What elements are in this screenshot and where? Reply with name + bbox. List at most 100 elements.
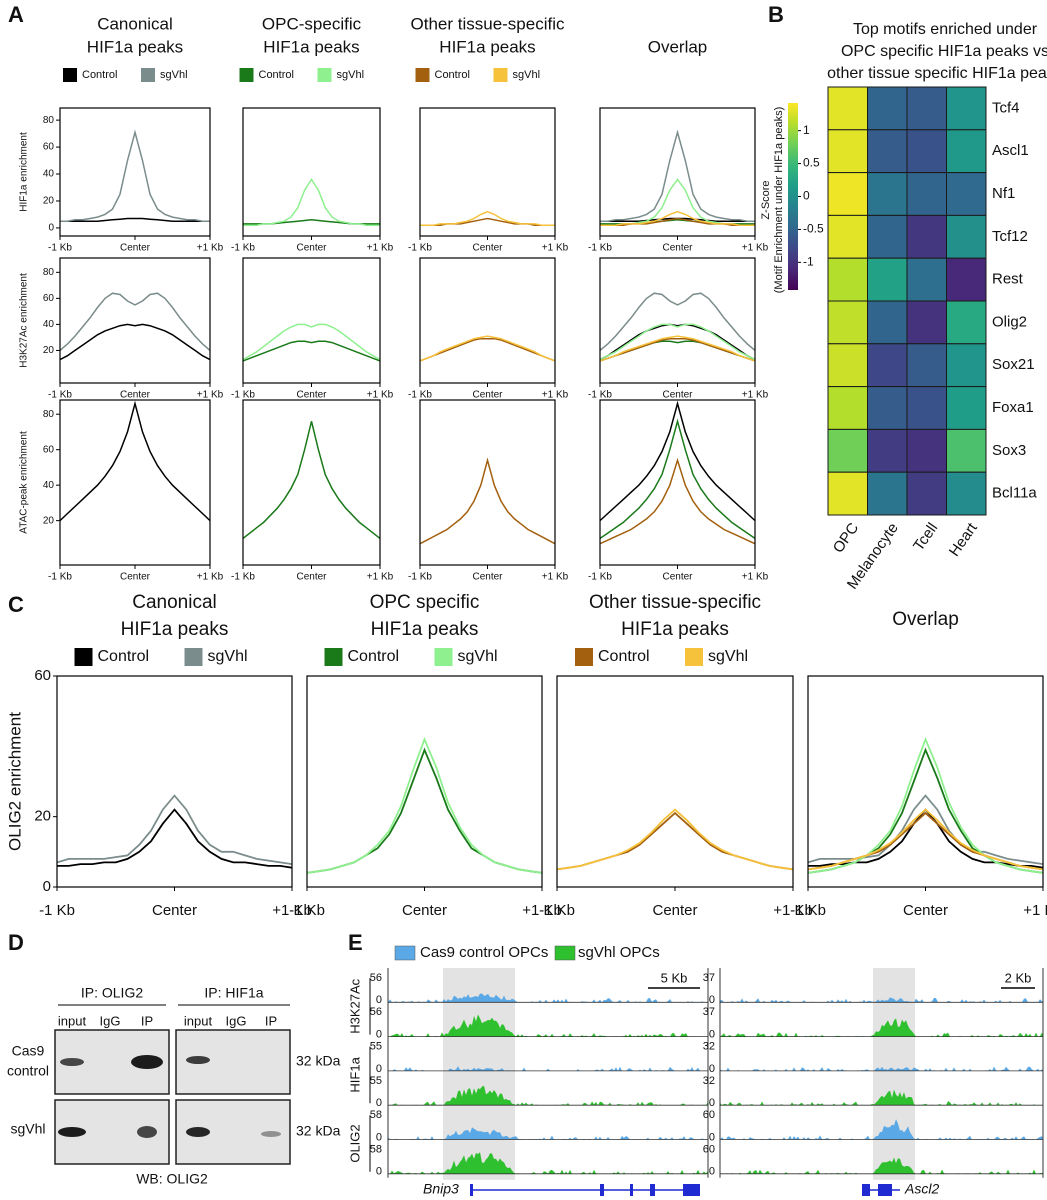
x-tick-label: -1 Kb xyxy=(289,902,325,919)
x-tick-label: Center xyxy=(652,902,697,919)
track-max: 58 xyxy=(370,1143,382,1155)
x-tick-label: -1 Kb xyxy=(48,572,72,583)
lane-label: IgG xyxy=(100,1013,121,1028)
x-tick-label: Center xyxy=(662,390,693,401)
heatmap-cell xyxy=(946,214,987,259)
chart-title: HIF1a peaks xyxy=(621,619,729,640)
plot-frame xyxy=(599,107,756,237)
highlight xyxy=(443,968,515,1180)
plot-lines xyxy=(60,129,210,222)
plot-frame xyxy=(306,675,543,888)
heatmap-cell xyxy=(867,386,908,430)
legend-swatch xyxy=(493,68,508,82)
gene-name: Ascl2 xyxy=(904,1181,939,1197)
heatmap-cell xyxy=(827,257,868,302)
heatmap-cell xyxy=(906,214,947,259)
mark-label: HIF1a xyxy=(347,1056,362,1092)
x-tick-label: Center xyxy=(296,572,327,583)
series-line xyxy=(600,400,755,522)
track-min: 0 xyxy=(709,1131,715,1143)
legend-label: Control xyxy=(598,648,650,665)
plot-lines xyxy=(600,129,755,226)
legend-swatch xyxy=(239,68,254,82)
x-tick-label: +1 Kb xyxy=(367,390,394,401)
plot-frame xyxy=(419,257,556,384)
plot-frame xyxy=(419,107,556,237)
lane-label: IP xyxy=(141,1013,153,1028)
colorbar-tick-label: 0.5 xyxy=(803,156,820,170)
x-tick-label: Center xyxy=(472,572,503,583)
y-tick-label: 0 xyxy=(48,223,54,234)
x-tick-label: -1 Kb xyxy=(408,390,432,401)
legend-swatch xyxy=(575,648,593,666)
legend-swatch xyxy=(394,945,416,961)
series-line xyxy=(420,217,555,226)
track-max: 60 xyxy=(703,1109,715,1121)
y-tick-label: 40 xyxy=(43,480,55,491)
x-tick-label: -1 Kb xyxy=(48,243,72,254)
heatmap-cell xyxy=(867,471,908,516)
y-tick-label: 40 xyxy=(43,319,55,330)
track-signal xyxy=(720,1018,1043,1037)
track-min: 0 xyxy=(376,994,382,1006)
x-tick-label: +1 Kb xyxy=(742,390,769,401)
ip-label: IP: HIF1a xyxy=(204,985,263,1001)
track-signal xyxy=(388,1085,708,1106)
x-tick-label: Center xyxy=(903,902,948,919)
x-tick-label: Center xyxy=(120,390,151,401)
series-line xyxy=(600,418,755,540)
legend-label: sgVhl xyxy=(513,69,541,81)
colorbar-label: Z-Score xyxy=(760,180,772,219)
heatmap-cell xyxy=(946,343,987,388)
row-label: Rest xyxy=(992,271,1024,288)
series-line xyxy=(808,794,1043,865)
row-label: Cas9 xyxy=(12,1043,45,1059)
x-tick-label: +1 Kb xyxy=(742,243,769,254)
legend-swatch xyxy=(63,68,77,82)
exon xyxy=(650,1184,655,1196)
colorbar-label: (Motif Enrichment under HIF1a peaks) xyxy=(773,107,785,293)
legend-swatch xyxy=(74,648,93,666)
chart-title: HIF1a peaks xyxy=(439,37,535,56)
series-line xyxy=(420,457,555,545)
y-tick-label: 80 xyxy=(43,409,55,420)
plot-frame xyxy=(599,257,756,384)
lane-label: IgG xyxy=(226,1013,247,1028)
wb-label: WB: OLIG2 xyxy=(136,1171,208,1187)
plot-lines xyxy=(243,323,380,362)
y-axis-label: OLIG2 enrichment xyxy=(5,712,24,851)
heatmap-cell xyxy=(827,214,868,259)
x-tick-label: +1 Kb xyxy=(742,572,769,583)
series-line xyxy=(600,323,755,361)
exon xyxy=(470,1184,473,1196)
legend-swatch xyxy=(317,68,332,82)
series-line xyxy=(600,323,755,361)
track-min: 0 xyxy=(376,1063,382,1075)
legend-swatch xyxy=(685,648,703,666)
heatmap-title: OPC specific HIF1a peaks vs xyxy=(841,43,1047,60)
row-label: Bcl11a xyxy=(992,485,1037,502)
track-signal xyxy=(388,1127,708,1140)
plot-lines xyxy=(420,457,555,545)
x-tick-label: Center xyxy=(662,243,693,254)
plot-lines xyxy=(600,400,755,545)
blot-band xyxy=(131,1055,163,1069)
track-min: 0 xyxy=(709,1063,715,1075)
y-tick-label: 40 xyxy=(43,169,55,180)
track-signal xyxy=(388,1014,708,1037)
heatmap-cell xyxy=(906,129,947,174)
y-tick-label: 60 xyxy=(34,667,51,684)
exon xyxy=(600,1184,604,1196)
heatmap-cell xyxy=(946,300,987,345)
row-label: Tcf12 xyxy=(992,228,1028,245)
row-label: Olig2 xyxy=(992,313,1027,330)
colorbar xyxy=(788,103,798,290)
heatmap-cell xyxy=(906,86,947,131)
chart-title: OPC specific xyxy=(370,592,480,613)
y-tick-label: 60 xyxy=(43,293,55,304)
y-axis-label: HIF1a enrichment xyxy=(19,132,30,212)
mark-label: OLIG2 xyxy=(347,1124,362,1162)
track-signal xyxy=(720,997,1043,1003)
x-tick-label: +1 Kb xyxy=(542,243,569,254)
plot-lines xyxy=(307,736,542,874)
